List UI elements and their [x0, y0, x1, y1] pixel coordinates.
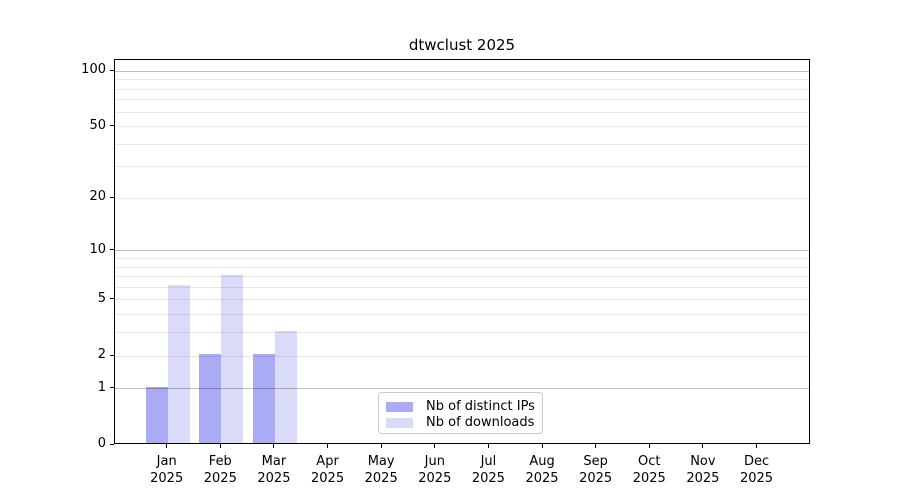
- x-tick-mark: [166, 444, 168, 448]
- legend: Nb of distinct IPs Nb of downloads: [378, 392, 543, 434]
- x-tick-mark: [541, 444, 543, 448]
- x-tick-mark: [702, 444, 704, 448]
- chart-title: dtwclust 2025: [408, 36, 516, 54]
- y-axis-tick-label: 2: [97, 347, 106, 363]
- x-tick-mark: [219, 444, 221, 448]
- x-tick-mark: [595, 444, 597, 448]
- x-tick-mark: [273, 444, 275, 448]
- x-axis-tick-label: Apr 2025: [311, 454, 345, 486]
- bar-feb-distinct-ips: [199, 354, 222, 443]
- y-axis-tick-label: 20: [89, 189, 106, 205]
- x-tick-mark: [756, 444, 758, 448]
- x-tick-mark: [487, 444, 489, 448]
- bar-jan-downloads: [167, 285, 190, 443]
- bar-jan-distinct-ips: [145, 386, 168, 443]
- y-tick-mark: [110, 443, 114, 445]
- y-axis-tick-label: 0: [97, 436, 106, 451]
- legend-swatch-distinct-ips: [386, 401, 413, 412]
- legend-item-distinct-ips: Nb of distinct IPs: [386, 399, 535, 414]
- y-axis-tick-label: 100: [81, 62, 106, 78]
- bar-mar-downloads: [274, 330, 297, 443]
- x-axis-tick-label: Jun 2025: [418, 454, 452, 486]
- x-tick-mark: [380, 444, 382, 448]
- x-axis-tick-label: Feb 2025: [203, 454, 237, 486]
- legend-item-downloads: Nb of downloads: [386, 415, 534, 430]
- y-tick-mark: [110, 125, 114, 127]
- y-tick-mark: [110, 387, 114, 389]
- x-tick-mark: [434, 444, 436, 448]
- x-axis-tick-label: Mar 2025: [257, 454, 291, 486]
- y-axis-tick-label: 50: [89, 117, 106, 133]
- y-tick-mark: [110, 69, 114, 71]
- x-axis-tick-label: Sep 2025: [579, 454, 613, 486]
- bar-layer: [115, 60, 809, 443]
- bar-feb-downloads: [221, 274, 244, 443]
- x-axis-tick-label: Jul 2025: [471, 454, 505, 486]
- x-tick-mark: [648, 444, 650, 448]
- bar-mar-distinct-ips: [252, 354, 275, 443]
- y-tick-mark: [110, 354, 114, 356]
- y-tick-mark: [110, 298, 114, 300]
- y-tick-mark: [110, 249, 114, 251]
- x-axis-tick-label: Dec 2025: [739, 454, 774, 486]
- x-tick-mark: [327, 444, 329, 448]
- legend-label: Nb of distinct IPs: [426, 399, 535, 414]
- plot-area: [114, 59, 810, 444]
- x-axis-tick-label: May 2025: [364, 454, 398, 486]
- x-axis-tick-label: Aug 2025: [525, 454, 559, 486]
- x-axis-tick-label: Oct 2025: [632, 454, 666, 486]
- legend-swatch-downloads: [386, 417, 413, 428]
- y-tick-mark: [110, 196, 114, 198]
- y-axis-tick-label: 5: [97, 290, 106, 306]
- x-axis-tick-label: Nov 2025: [686, 454, 720, 486]
- legend-label: Nb of downloads: [426, 415, 535, 430]
- y-axis-tick-label: 10: [89, 241, 106, 257]
- x-axis-tick-label: Jan 2025: [150, 454, 184, 486]
- y-axis-tick-label: 1: [97, 379, 106, 395]
